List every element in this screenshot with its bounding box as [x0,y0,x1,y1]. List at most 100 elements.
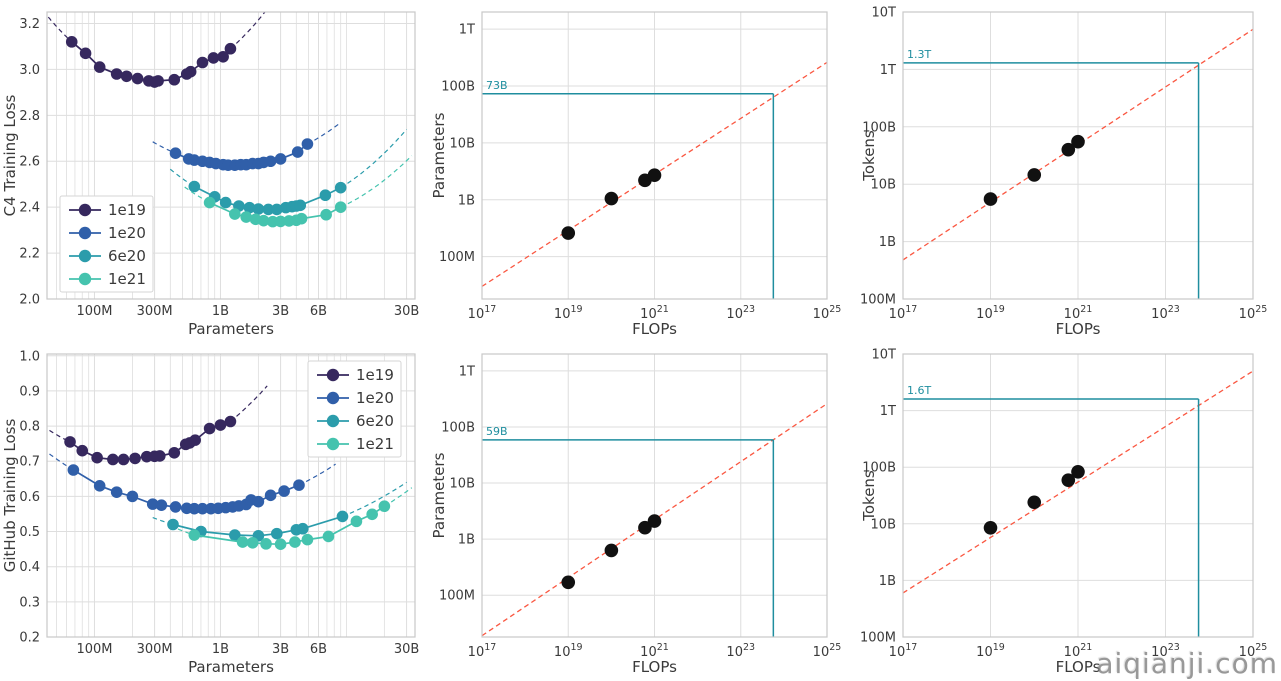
data-point [126,490,139,503]
plot-frame [902,11,1254,300]
y-tick-label: 1.0 [19,349,40,364]
x-tick-label: 1025 [813,304,842,322]
y-tick-label: 10B [871,517,896,532]
y-tick-label: 10B [871,178,896,193]
data-point [260,538,272,550]
legend-label: 6e20 [108,247,146,265]
y-tick-label: 100B [862,461,896,476]
gridlines [482,354,827,637]
y-tick-label: 100M [439,589,475,604]
y-tick-label: 1B [458,533,475,548]
y-tick-label: 1T [459,23,475,38]
series-1e20 [49,453,336,515]
data-point [152,75,164,87]
data-point [219,196,232,209]
legend-marker [78,203,92,217]
data-point [65,36,78,48]
data-point [169,147,182,160]
data-point [270,203,283,216]
y-tick-label: 100M [860,631,896,646]
legend: 1e19 1e20 6e20 1e21 [307,360,402,458]
data-point [153,450,166,462]
x-tick-label: 6B [310,304,327,319]
panel-github-loss: 100M 300M 1B 3B 6B 30B 0.2 0.3 0.4 0.5 0.6 0.7 0.8 0.… [1,349,419,676]
data-point [214,419,227,431]
y-tick-label: 100M [439,250,475,265]
data-point [274,538,287,550]
annotation-label: 1.6T [907,384,931,397]
y-tick-label: 1T [880,63,896,78]
x-tick-label: 1023 [1151,304,1180,322]
data-point [76,444,89,457]
x-axis-label: FLOPs [1056,320,1101,338]
legend-box [59,195,154,293]
legend-marker [326,368,340,382]
x-tick-label: 1025 [813,642,842,660]
fit-extension [298,463,336,486]
y-tick-label: 10T [872,6,897,21]
data-point [107,453,119,466]
data-point [167,518,179,531]
annotation-label: 59B [486,425,508,438]
plot-area [903,370,1253,637]
y-tick-label: 10B [450,477,475,492]
data-point [229,208,241,220]
x-tick-label: 300M [137,642,173,657]
x-axis-label: Parameters [188,658,274,676]
y-tick-label: 100B [441,80,475,95]
series-1e21 [184,155,413,228]
data-point [647,168,662,183]
y-tick-label: 2.8 [19,109,40,124]
x-tick-label: 1025 [1239,642,1268,660]
y-tick-label: 0.5 [19,525,40,540]
data-point [604,543,619,558]
x-tick-label: 3B [272,642,289,657]
y-tick-label: 2.0 [19,293,40,308]
data-point [188,502,201,515]
data-point [131,72,144,85]
legend-label: 1e20 [108,224,146,242]
annotation-1.6T [903,398,1200,637]
data-point [79,47,92,60]
data-point [91,451,103,464]
x-tick-label: 1023 [1151,642,1180,660]
y-tick-label: 1B [458,193,475,208]
annotation-1.3T [903,62,1200,299]
data-point [189,434,201,446]
fit-extension [340,129,408,189]
data-point [336,510,349,523]
gridlines [482,12,827,299]
data-point [203,422,216,435]
fit-extension [384,487,413,507]
data-point [240,211,252,223]
legend-marker [326,414,340,428]
x-tick-label: 1B [212,642,229,657]
y-tick-label: 1B [879,235,896,250]
data-point [110,68,123,80]
data-point [224,415,237,428]
data-point [270,527,283,540]
fit-line [903,28,1253,261]
data-point [322,530,335,543]
data-point [67,464,80,476]
y-tick-label: 10B [450,136,475,151]
y-tick-label: 0.8 [19,420,40,435]
x-tick-label: 100M [76,642,112,657]
legend: 1e19 1e20 6e20 1e21 [59,195,154,293]
data-point [110,486,123,498]
y-tick-label: 100B [862,120,896,135]
x-tick-label: 1019 [554,304,583,322]
data-point [366,508,378,521]
data-point [1061,473,1076,487]
data-point [196,502,209,515]
data-point [252,495,265,508]
legend-marker [78,226,92,240]
data-point [224,42,237,55]
x-tick-label: 30B [394,304,419,319]
data-point [257,214,270,227]
y-tick-label: 3.2 [19,17,40,32]
y-axis-label: Tokens [860,130,878,182]
